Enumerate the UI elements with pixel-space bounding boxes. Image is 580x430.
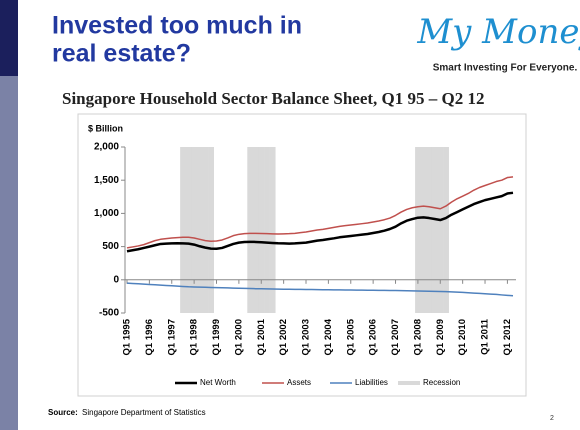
recession-bar [415,147,421,313]
recession-bar [180,147,187,313]
legend-label: Liabilities [355,378,388,387]
x-tick-label: Q1 1997 [166,319,177,355]
slide-title: Invested too much in [52,12,302,40]
y-tick-label: 2,000 [94,142,119,153]
y-tick-label: 1,500 [94,175,119,186]
x-tick-label: Q1 2002 [278,319,289,355]
recession-bar [431,147,438,313]
recession-bar [196,147,203,313]
page-number: 2 [550,415,554,422]
y-tick-label: 1,000 [94,208,119,219]
recession-bar [252,147,259,313]
recession-bar [191,147,198,313]
recession-bar [185,147,192,313]
recession-bar [247,147,254,313]
recession-bar [269,147,276,313]
y-tick-label: -500 [99,308,119,319]
side-band [0,76,18,430]
recession-bar [420,147,427,313]
slide-title: real estate? [52,40,191,68]
x-tick-label: Q1 2004 [323,318,334,355]
series-line [126,282,514,297]
series-line [126,176,514,249]
x-tick-label: Q1 2000 [233,319,244,355]
tagline: Smart Investing For Everyone. [433,63,578,74]
y-axis-label: $ Billion [88,123,123,133]
legend-label: Recession [423,378,460,387]
source: Singapore Department of Statistics [82,408,206,417]
chart-title: Singapore Household Sector Balance Sheet… [62,89,485,108]
x-tick-label: Q1 1996 [144,319,155,355]
x-tick-label: Q1 2011 [480,318,491,355]
series-line [126,191,514,253]
x-tick-label: Q1 2001 [256,318,267,355]
x-tick-label: Q1 2012 [502,319,513,355]
x-tick-label: Q1 2007 [390,319,401,355]
x-tick-label: Q1 1998 [189,319,200,355]
x-tick-label: Q1 2006 [368,319,379,355]
recession-bar [264,147,270,313]
chart-frame [77,113,527,397]
x-tick-label: Q1 1995 [122,318,133,355]
logo: My Money [416,12,580,52]
x-tick-label: Q1 2008 [412,319,423,355]
legend-label: Net Worth [200,378,236,387]
x-tick-label: Q1 2003 [301,319,312,355]
recession-bar [443,147,449,313]
x-tick-label: Q1 1999 [211,319,222,355]
y-tick-label: 0 [113,274,119,285]
legend-label: Assets [287,378,311,387]
source-label: Source: [48,408,78,417]
corner-band [0,0,18,76]
recession-bar [426,147,433,313]
x-tick-label: Q1 2010 [457,319,468,355]
recession-bar [208,147,215,313]
plot: -500 0 500 1,000 1,500 2,000 Q1 1995 Q1 1996 Q1 … [94,142,516,387]
x-tick-label: Q1 2009 [435,319,446,355]
recession-bar [258,147,265,313]
recession-bar [437,147,444,313]
x-tick-label: Q1 2005 [345,318,356,355]
recession-bar [202,147,209,313]
y-tick-label: 500 [102,241,119,252]
